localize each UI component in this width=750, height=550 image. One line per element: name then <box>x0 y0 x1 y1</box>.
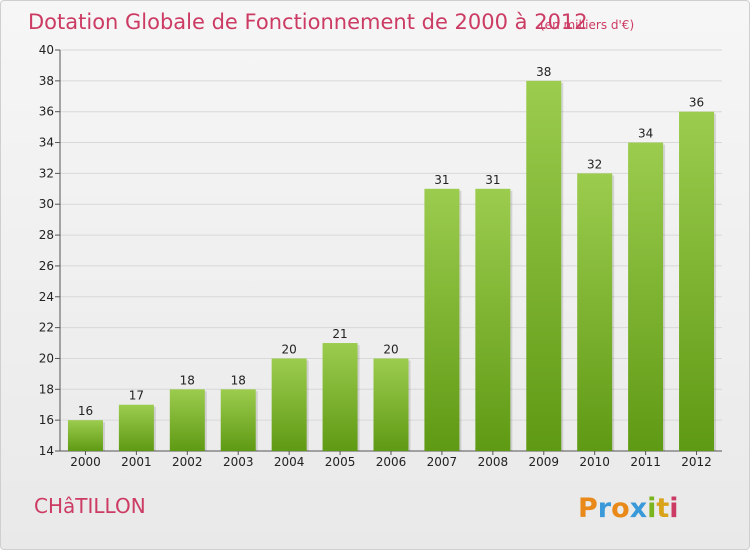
y-tick-label: 36 <box>39 105 54 119</box>
y-tick-label: 32 <box>39 166 54 180</box>
chart-title: Dotation Globale de Fonctionnement de 20… <box>28 10 588 34</box>
x-tick-label: 2010 <box>579 455 610 469</box>
bar-value-label: 31 <box>434 173 449 187</box>
y-tick-label: 20 <box>39 351 54 365</box>
bar-value-label: 38 <box>536 65 551 79</box>
y-tick-label: 24 <box>39 290 54 304</box>
bar <box>373 358 409 451</box>
bar-value-label: 20 <box>383 342 398 356</box>
y-tick-label: 16 <box>39 413 54 427</box>
bar <box>220 389 256 451</box>
bar <box>577 173 613 451</box>
x-tick-label: 2005 <box>325 455 356 469</box>
y-tick-label: 34 <box>39 136 54 150</box>
bar-value-label: 34 <box>638 127 653 141</box>
bar <box>424 188 460 452</box>
x-tick-label: 2011 <box>630 455 661 469</box>
x-tick-label: 2007 <box>427 455 458 469</box>
bar-value-label: 20 <box>282 342 297 356</box>
bar-value-label: 32 <box>587 157 602 171</box>
y-tick-label: 18 <box>39 382 54 396</box>
data-labels: 16 2000 17 2001 18 2002 18 2003 20 2004 21 2005 20 20… <box>70 65 712 469</box>
x-tick-label: 2008 <box>478 455 509 469</box>
x-tick-label: 2001 <box>121 455 152 469</box>
brand-letter: t <box>656 493 669 524</box>
brand-letter: o <box>611 493 630 524</box>
brand-letter: i <box>669 493 678 524</box>
bar <box>169 389 205 451</box>
y-tick-label: 38 <box>39 74 54 88</box>
x-tick-label: 2000 <box>70 455 101 469</box>
bar-value-label: 18 <box>231 373 246 387</box>
x-tick-label: 2006 <box>376 455 407 469</box>
bar <box>526 80 562 451</box>
x-tick-label: 2009 <box>528 455 559 469</box>
y-tick-label: 22 <box>39 321 54 335</box>
bar-value-label: 21 <box>332 327 347 341</box>
y-tick-label: 14 <box>39 444 54 458</box>
bar-value-label: 18 <box>180 373 195 387</box>
x-tick-label: 2012 <box>681 455 712 469</box>
x-tick-label: 2003 <box>223 455 254 469</box>
y-tick-label: 30 <box>39 197 54 211</box>
bar <box>322 343 358 451</box>
brand-letter: x <box>630 493 647 524</box>
brand-letter: P <box>578 493 598 524</box>
chart-unit-note: (en milliers d'€) <box>540 18 634 32</box>
brand-letter: r <box>598 493 612 524</box>
bar <box>271 358 307 451</box>
bar <box>475 188 511 452</box>
commune-name: CHâTILLON <box>34 494 146 518</box>
x-tick-label: 2002 <box>172 455 203 469</box>
bar <box>628 142 664 452</box>
y-tick-label: 26 <box>39 259 54 273</box>
bars <box>67 80 717 452</box>
y-tick-label: 28 <box>39 228 54 242</box>
bar-value-label: 31 <box>485 173 500 187</box>
brand-letter: i <box>647 493 656 524</box>
bar <box>67 420 103 451</box>
bar <box>118 404 154 451</box>
bar <box>679 111 715 451</box>
brand-logo: Proxiti <box>578 493 679 524</box>
bar-value-label: 17 <box>129 389 144 403</box>
bar-value-label: 16 <box>78 404 93 418</box>
y-tick-label: 40 <box>39 43 54 57</box>
x-tick-label: 2004 <box>274 455 305 469</box>
bar-value-label: 36 <box>689 96 704 110</box>
